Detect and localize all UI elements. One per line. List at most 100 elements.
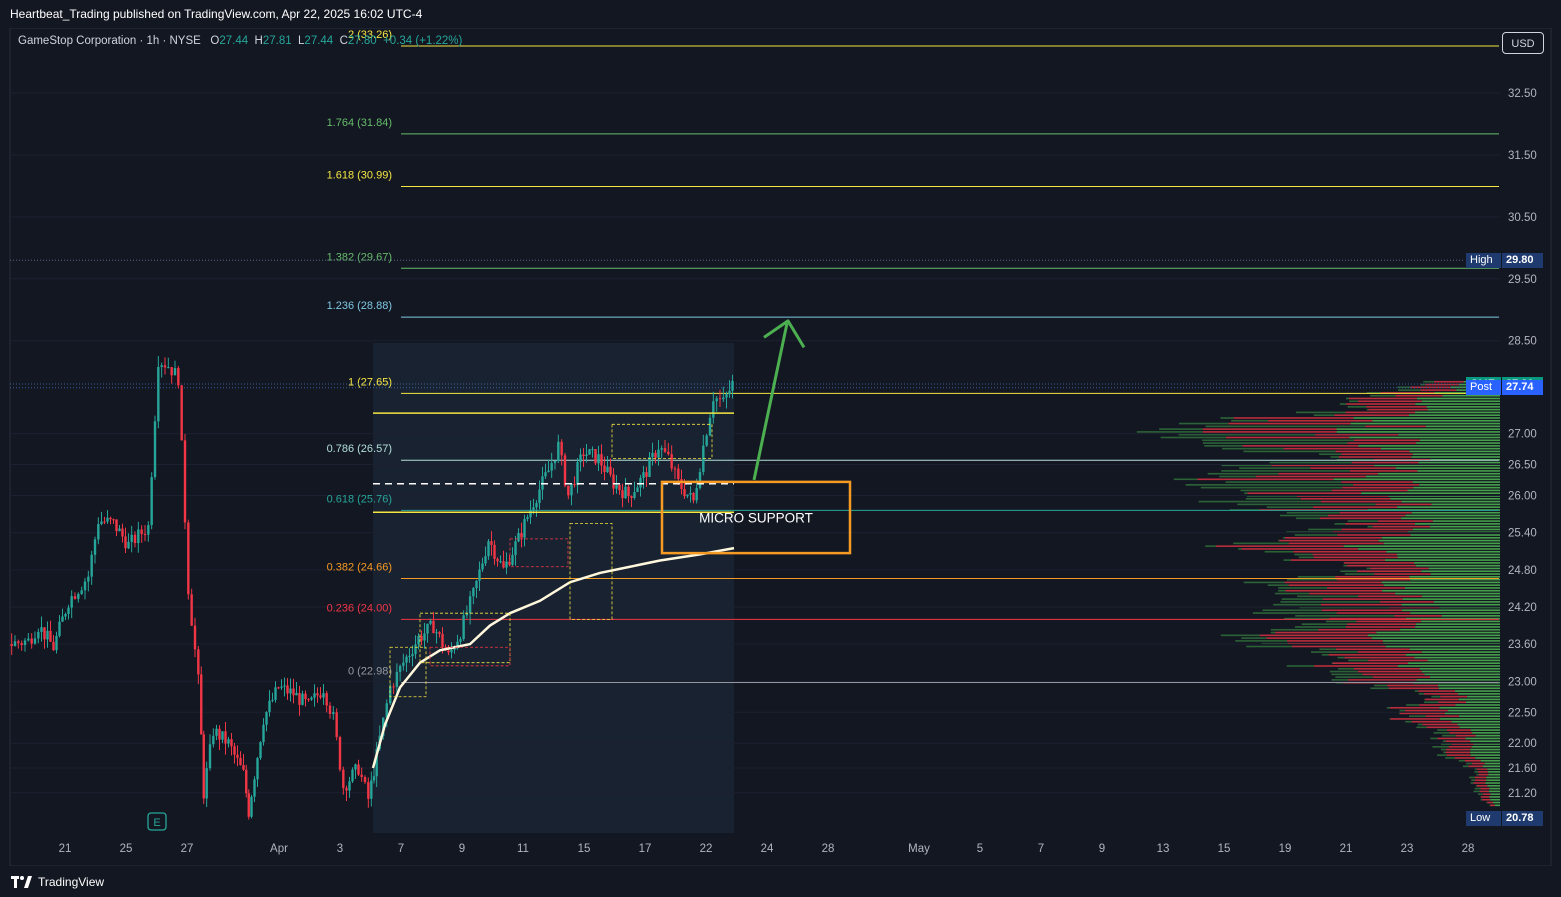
candle-body <box>411 654 414 657</box>
chart-annotations: MICRO SUPPORT E <box>147 319 852 831</box>
candle-body <box>624 486 627 499</box>
volume-bar-outer <box>1474 771 1479 773</box>
candle-body <box>233 746 236 755</box>
volume-bar-outer <box>1437 729 1448 731</box>
volume-bar-buy <box>1381 581 1500 584</box>
volume-bar-sell <box>1275 631 1377 634</box>
volume-bar-outer <box>1471 779 1476 782</box>
volume-bar-buy <box>1372 419 1500 422</box>
volume-bar-buy <box>1430 573 1500 575</box>
candle-body <box>118 528 121 532</box>
close-value: 27.80 <box>347 35 377 47</box>
volume-bar-sell <box>1410 386 1451 389</box>
candle-body <box>372 776 376 781</box>
volume-bar-outer <box>1313 414 1335 416</box>
volume-bar-outer <box>1476 773 1479 776</box>
volume-bar-outer <box>1420 383 1426 386</box>
volume-bar-sell <box>1321 609 1402 612</box>
volume-bar-sell <box>1287 640 1383 642</box>
volume-bar-outer <box>1270 628 1319 631</box>
volume-bar-outer <box>1238 548 1242 550</box>
volume-bar-buy <box>1408 414 1500 416</box>
volume-bar-sell <box>1445 740 1471 743</box>
candle-body <box>517 533 520 542</box>
currency-button[interactable]: USD <box>1502 32 1544 54</box>
candle-body <box>286 685 289 694</box>
candle-body <box>689 492 692 495</box>
volume-bar-sell <box>1285 589 1383 592</box>
candle-body <box>667 451 670 455</box>
volume-bar-outer <box>1222 447 1284 450</box>
volume-bar-buy <box>1458 693 1500 695</box>
volume-bar-buy <box>1487 771 1500 773</box>
volume-bar-sell <box>1366 406 1427 408</box>
candle-body <box>468 596 472 614</box>
volume-bar-buy <box>1410 534 1500 536</box>
candle-body <box>363 777 367 783</box>
volume-bar-sell <box>1356 570 1422 573</box>
candle-body <box>202 734 205 799</box>
candle-body <box>447 650 450 653</box>
candle-body <box>245 769 248 794</box>
candle-body <box>597 454 600 464</box>
volume-bar-outer <box>1339 403 1347 405</box>
candle-body <box>456 641 459 649</box>
candle-body <box>360 774 363 778</box>
candle-body <box>642 472 645 478</box>
volume-bar-outer <box>1262 609 1322 612</box>
volume-bar-buy <box>1361 492 1500 495</box>
candle-body <box>573 483 576 486</box>
price-tag-low: Low <box>1466 811 1501 827</box>
candle-body <box>342 769 345 789</box>
candle-body <box>686 494 689 497</box>
volume-bar-outer <box>1295 517 1320 520</box>
volume-bar-buy <box>1419 439 1500 442</box>
volume-bar-sell <box>1447 729 1471 731</box>
candle-body <box>109 517 112 520</box>
volume-bar-sell <box>1312 506 1398 508</box>
tradingview-logo-icon <box>11 876 32 888</box>
candle-body <box>224 731 227 744</box>
volume-bar-sell <box>1291 645 1386 648</box>
volume-bar-buy <box>1382 589 1500 592</box>
volume-bar-outer <box>1386 706 1390 709</box>
volume-bar-sell <box>1422 723 1458 726</box>
volume-bar-sell <box>1476 785 1488 787</box>
volume-bar-buy <box>1414 562 1500 564</box>
volume-bar-buy <box>1480 759 1500 762</box>
x-tick-label: 11 <box>517 843 529 855</box>
micro-support-box <box>660 480 852 555</box>
volume-bar-outer <box>1329 670 1358 673</box>
volume-bar-outer <box>1331 673 1363 676</box>
volume-bar-buy <box>1397 506 1500 508</box>
candle-body <box>496 558 499 562</box>
volume-bar-buy <box>1383 584 1500 586</box>
volume-bar-buy <box>1405 654 1500 656</box>
volume-bar-sell <box>1478 773 1489 776</box>
volume-bar-buy <box>1378 472 1500 475</box>
tradingview-brand[interactable]: TradingView <box>11 872 104 892</box>
candle-body <box>227 739 230 744</box>
candle-body <box>157 366 160 422</box>
candle-body <box>30 638 33 644</box>
volume-bar-outer <box>1334 523 1346 525</box>
candle-body <box>426 623 429 634</box>
volume-bar-buy <box>1486 776 1500 779</box>
candle-body <box>576 462 579 486</box>
candle-body <box>250 796 253 817</box>
candle-body <box>728 390 731 395</box>
volume-bar-outer <box>1443 751 1446 754</box>
candle-body <box>639 477 642 488</box>
x-tick-label: 21 <box>59 843 72 855</box>
volume-bar-outer <box>1424 701 1439 704</box>
volume-bar-outer <box>1478 793 1483 795</box>
volume-bar-buy <box>1430 676 1500 678</box>
volume-bar-sell <box>1455 734 1476 737</box>
fib-level-label: 0.786 (26.57) <box>327 443 392 455</box>
candle-body <box>702 445 705 472</box>
volume-bar-outer <box>1406 704 1420 706</box>
volume-bar-outer <box>1266 506 1313 508</box>
x-tick-label: 21 <box>1340 843 1353 855</box>
volume-bar-outer <box>1283 537 1286 539</box>
